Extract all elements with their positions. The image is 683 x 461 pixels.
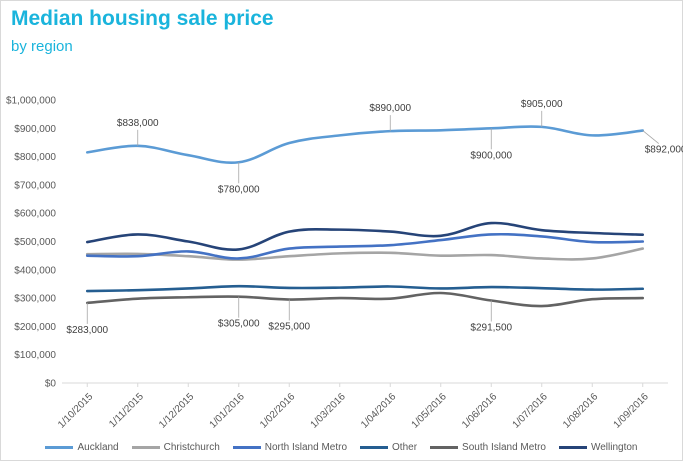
x-tick-label: 1/03/2016 [309,391,349,431]
legend-item: Other [360,439,417,455]
series-line-auckland [85,125,645,165]
chart-title: Median housing sale price [11,7,274,30]
legend-item: Christchurch [131,439,220,455]
data-label-leader [642,130,660,144]
data-label: $838,000 [117,118,159,129]
x-tick-label: 1/12/2015 [157,391,197,431]
x-tick-label: 1/02/2016 [258,391,298,431]
legend-swatch [430,445,459,449]
legend-item: Wellington [558,439,638,455]
line-chart: $0 $100,000 $200,000 $300,000 $400,000 $500,0… [6,96,683,431]
legend-label: North Island Metro [264,441,348,453]
legend-swatch [232,445,261,449]
y-tick-label: $1,000,000 [6,96,56,107]
series-line-north-island-metro [85,232,645,260]
data-label: $295,000 [268,322,310,333]
y-tick-label: $500,000 [14,237,56,248]
legend-item: North Island Metro [232,439,348,455]
series-line-other [85,284,645,293]
data-label: $892,000 [645,145,683,156]
x-tick-label: 1/08/2016 [561,391,601,431]
x-tick-label: 1/09/2016 [612,391,652,431]
series-line-christchurch [85,247,645,261]
legend-item: South Island Metro [430,439,546,455]
legend-label: Wellington [590,441,638,453]
legend-item: Auckland [45,439,119,455]
x-tick-label: 1/05/2016 [410,391,450,431]
x-tick-label: 1/04/2016 [359,391,399,431]
x-tick-label: 1/10/2015 [56,391,96,431]
data-label: $780,000 [218,184,260,195]
data-label: $900,000 [470,150,512,161]
legend-swatch [558,445,587,449]
legend-swatch [45,445,74,449]
y-tick-label: $200,000 [14,322,56,333]
data-label: $291,500 [470,323,512,334]
y-tick-label: $700,000 [14,180,56,191]
chart-subtitle: by region [11,38,73,55]
legend-label: Other [392,441,418,453]
y-tick-label: $300,000 [14,294,56,305]
series-line-south-island-metro [85,291,645,308]
data-label: $305,000 [218,319,260,330]
y-tick-label: $600,000 [14,209,56,220]
x-tick-label: 1/06/2016 [460,391,500,431]
data-label: $283,000 [66,325,108,336]
y-tick-label: $900,000 [14,124,56,135]
x-tick-label: 1/01/2016 [208,391,248,431]
y-tick-label: $400,000 [14,265,56,276]
legend-swatch [131,445,160,449]
x-tick-label: 1/07/2016 [511,391,551,431]
y-tick-label: $800,000 [14,152,56,163]
legend-swatch [360,445,389,449]
legend-label: Auckland [77,441,119,453]
data-label: $905,000 [521,99,563,110]
legend-label: South Island Metro [462,441,546,453]
x-tick-label: 1/11/2015 [107,391,146,430]
legend-label: Christchurch [163,441,220,453]
y-tick-label: $100,000 [14,350,56,361]
chart-legend: Auckland Christchurch North Island Metro Ot… [0,439,683,455]
y-tick-label: $0 [45,379,57,390]
series-line-wellington [85,221,645,252]
data-label: $890,000 [369,103,411,114]
